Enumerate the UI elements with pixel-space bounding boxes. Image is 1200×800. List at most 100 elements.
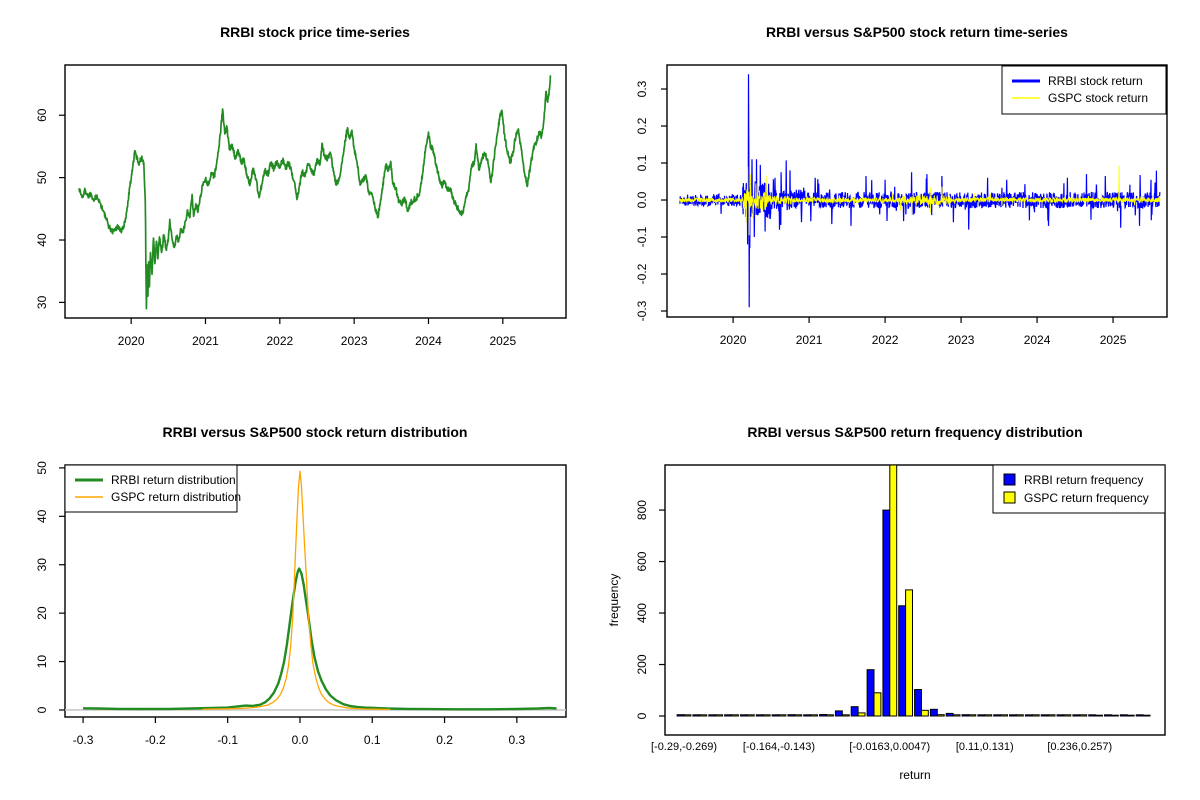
bin-label: [0.11,0.131) xyxy=(956,741,1014,753)
bin-label: [-0.164,-0.143) xyxy=(743,741,815,753)
legend-label: RRBI return frequency xyxy=(1024,473,1143,487)
legend-label: RRBI return distribution xyxy=(111,473,236,487)
legend-label: GSPC stock return xyxy=(1048,91,1148,105)
gspc-frequency-bar xyxy=(731,714,739,717)
rrbi-frequency-bar xyxy=(1088,714,1097,717)
rrbi-frequency-bar xyxy=(929,708,938,717)
rrbi-frequency-bar xyxy=(1104,714,1112,717)
gspc-frequency-bar xyxy=(889,464,898,717)
gspc-frequency-bar xyxy=(873,692,882,717)
gspc-frequency-bar xyxy=(1126,714,1135,717)
rrbi-frequency-bar xyxy=(1056,714,1065,717)
y-axis-tick-label: 30 xyxy=(35,558,49,572)
rrbi-frequency-bar xyxy=(866,669,875,717)
x-axis-tick-label: 0.2 xyxy=(436,733,453,747)
rrbi-frequency-bar xyxy=(977,714,986,717)
rrbi-frequency-bar xyxy=(945,712,954,717)
bin-label: [-0.29,-0.269) xyxy=(651,741,717,753)
gspc-frequency-bar xyxy=(1047,714,1056,717)
rrbi-frequency-bar xyxy=(819,714,828,717)
gspc-frequency-bar xyxy=(936,714,945,717)
chart-title: RRBI versus S&P500 stock return time-ser… xyxy=(766,24,1068,40)
density-chart: RRBI versus S&P500 stock return distribu… xyxy=(35,424,567,747)
x-axis-tick-label: 2021 xyxy=(192,334,219,348)
y-axis-tick-label: 0.2 xyxy=(635,117,649,134)
y-axis-title: frequency xyxy=(607,574,621,627)
gspc-frequency-bar xyxy=(683,714,692,717)
histogram-chart: RRBI versus S&P500 return frequency dist… xyxy=(607,424,1166,782)
gspc-frequency-bar xyxy=(762,714,771,717)
legend-label: GSPC return distribution xyxy=(111,490,241,504)
x-axis-tick-label: 0.3 xyxy=(508,733,525,747)
price-series-line xyxy=(78,75,552,310)
rrbi-frequency-bar xyxy=(898,605,907,717)
x-axis-tick-label: 2023 xyxy=(341,334,368,348)
rrbi-frequency-bar xyxy=(708,714,717,717)
y-axis-tick-label: 40 xyxy=(35,233,49,247)
rrbi-frequency-bar xyxy=(914,689,923,717)
x-axis-tick-label: 2020 xyxy=(118,334,145,348)
x-axis-tick-label: 2020 xyxy=(720,333,747,347)
rrbi-frequency-bar xyxy=(1135,714,1144,717)
legend-square-swatch xyxy=(1003,473,1016,486)
plot-border xyxy=(664,464,1166,736)
gspc-frequency-bar xyxy=(715,714,724,717)
y-axis-tick-label: 10 xyxy=(35,655,49,669)
chart-title: RRBI versus S&P500 stock return distribu… xyxy=(163,424,468,440)
y-axis-tick-label: -0.1 xyxy=(635,226,649,247)
gspc-frequency-bar xyxy=(968,714,977,717)
x-axis-tick-label: 0.0 xyxy=(292,733,309,747)
rrbi-frequency-bar xyxy=(1072,714,1081,717)
gspc-frequency-bar xyxy=(920,709,929,717)
rrbi-frequency-bar xyxy=(961,714,970,717)
rrbi-frequency-bar xyxy=(850,706,859,717)
y-axis-tick-label: 600 xyxy=(635,551,649,571)
y-axis-tick-label: 0.3 xyxy=(635,80,649,97)
x-axis-tick-label: 2024 xyxy=(1024,333,1051,347)
rrbi-frequency-bar xyxy=(692,714,701,717)
gspc-frequency-bar xyxy=(841,714,850,717)
x-axis-tick-label: 2021 xyxy=(796,333,823,347)
x-axis-tick-label: -0.2 xyxy=(145,733,166,747)
legend-box xyxy=(64,464,238,513)
chart-title: RRBI stock price time-series xyxy=(220,24,410,40)
x-axis-tick-label: 2022 xyxy=(872,333,899,347)
x-axis-tick-label: 2025 xyxy=(1100,333,1127,347)
x-axis-tick-label: -0.1 xyxy=(217,733,238,747)
rrbi-frequency-bar xyxy=(739,714,748,717)
x-axis-tick-label: 2022 xyxy=(266,334,293,348)
y-axis-tick-label: 20 xyxy=(35,606,49,620)
legend-square-swatch xyxy=(1003,491,1016,504)
gspc-frequency-bar xyxy=(1079,714,1088,717)
rrbi-frequency-bar xyxy=(1040,714,1049,717)
legend-label: GSPC return frequency xyxy=(1024,491,1149,505)
x-axis-tick-label: 0.1 xyxy=(364,733,381,747)
gspc-frequency-bar xyxy=(826,714,834,717)
x-axis-tick-label: -0.3 xyxy=(73,733,94,747)
rrbi-frequency-bar xyxy=(755,714,764,717)
gspc-frequency-bar xyxy=(1015,714,1024,717)
x-axis-tick-label: 2023 xyxy=(948,333,975,347)
legend-box xyxy=(1001,65,1167,115)
gspc-density-curve xyxy=(202,470,391,711)
legend-box xyxy=(992,464,1166,514)
x-axis-title: return xyxy=(899,768,930,782)
gspc-frequency-bar xyxy=(778,714,787,717)
y-axis-tick-label: -0.3 xyxy=(635,300,649,321)
gspc-frequency-bar xyxy=(952,714,961,717)
gspc-frequency-bar xyxy=(699,714,708,717)
rrbi-frequency-bar xyxy=(1009,714,1017,717)
y-axis-tick-label: 0 xyxy=(35,706,49,713)
plot-border xyxy=(64,464,567,718)
panel-frequency-distribution: RRBI versus S&P500 return frequency dist… xyxy=(600,400,1200,800)
rrbi-frequency-bar xyxy=(1119,714,1128,717)
y-axis-tick-label: 200 xyxy=(635,654,649,674)
rrbi-density-curve xyxy=(83,567,557,711)
gspc-frequency-bar xyxy=(905,589,914,717)
y-axis-tick-label: 0 xyxy=(635,712,649,719)
gspc-frequency-bar xyxy=(1142,714,1151,717)
gspc-frequency-bar xyxy=(1110,714,1119,717)
y-axis-tick-label: 40 xyxy=(35,509,49,523)
gspc-frequency-bar xyxy=(794,714,803,717)
